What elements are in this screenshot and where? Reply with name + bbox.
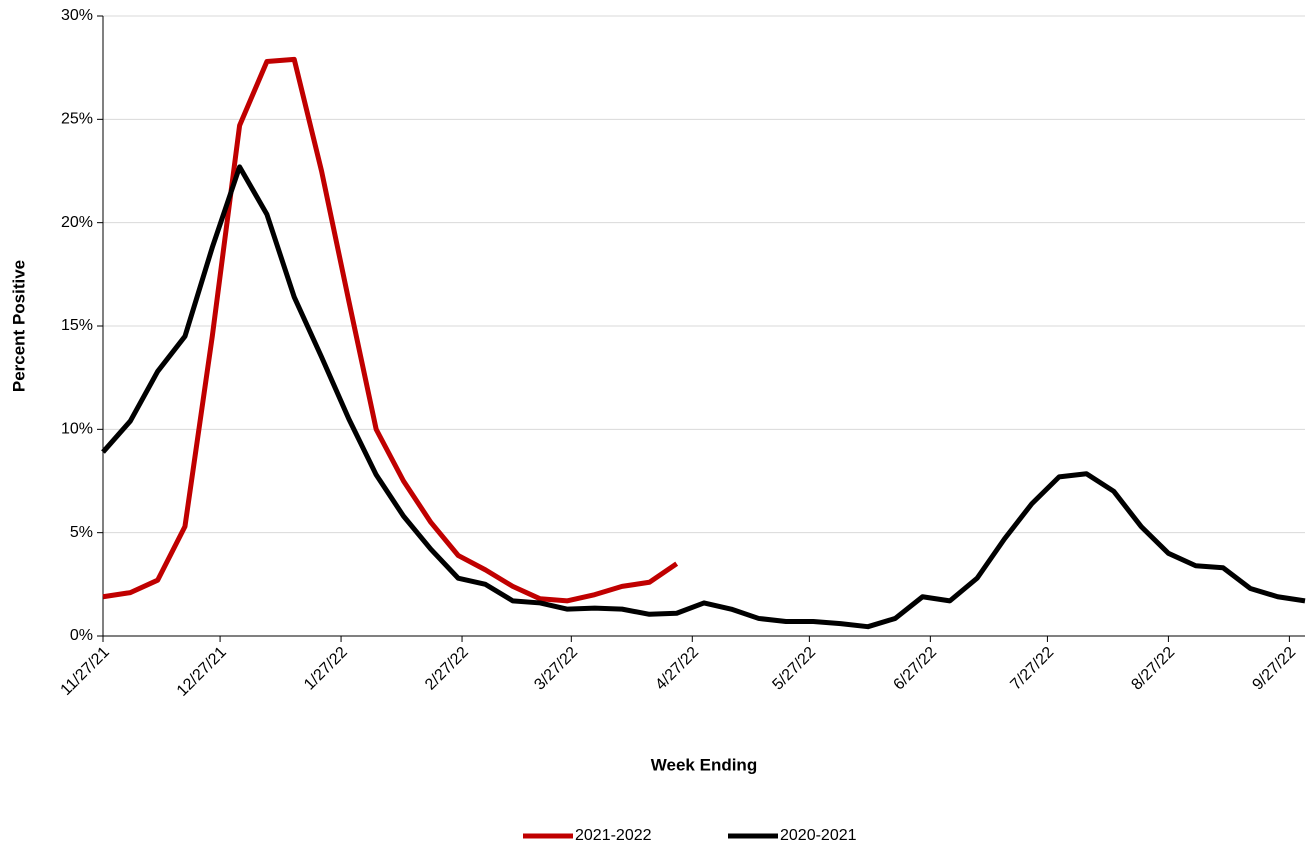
x-tick-label: 12/27/21 — [174, 644, 230, 700]
series-line — [101, 164, 1306, 630]
y-axis-title: Percent Positive — [9, 260, 28, 392]
x-tick-label: 3/27/22 — [531, 644, 581, 694]
x-tick-label: 6/27/22 — [890, 644, 940, 694]
legend-label: 2020-2021 — [780, 827, 857, 844]
y-tick-label: 30% — [61, 7, 93, 24]
x-tick-label: 7/27/22 — [1007, 644, 1057, 694]
x-tick-label: 8/27/22 — [1128, 644, 1178, 694]
legend-label: 2021-2022 — [575, 827, 652, 844]
y-tick-label: 15% — [61, 317, 93, 334]
x-tick-label: 9/27/22 — [1249, 644, 1299, 694]
x-tick-label: 1/27/22 — [301, 644, 351, 694]
x-axis-title: Week Ending — [651, 755, 757, 774]
x-tick-label: 2/27/22 — [422, 644, 472, 694]
y-tick-label: 0% — [70, 627, 93, 644]
y-tick-label: 20% — [61, 214, 93, 231]
x-tick-label: 4/27/22 — [652, 644, 702, 694]
x-tick-label: 5/27/22 — [769, 644, 819, 694]
y-tick-label: 25% — [61, 111, 93, 128]
y-tick-label: 10% — [61, 421, 93, 438]
series-line — [102, 56, 679, 604]
x-tick-label: 11/27/21 — [58, 644, 113, 699]
y-tick-label: 5% — [70, 524, 93, 541]
